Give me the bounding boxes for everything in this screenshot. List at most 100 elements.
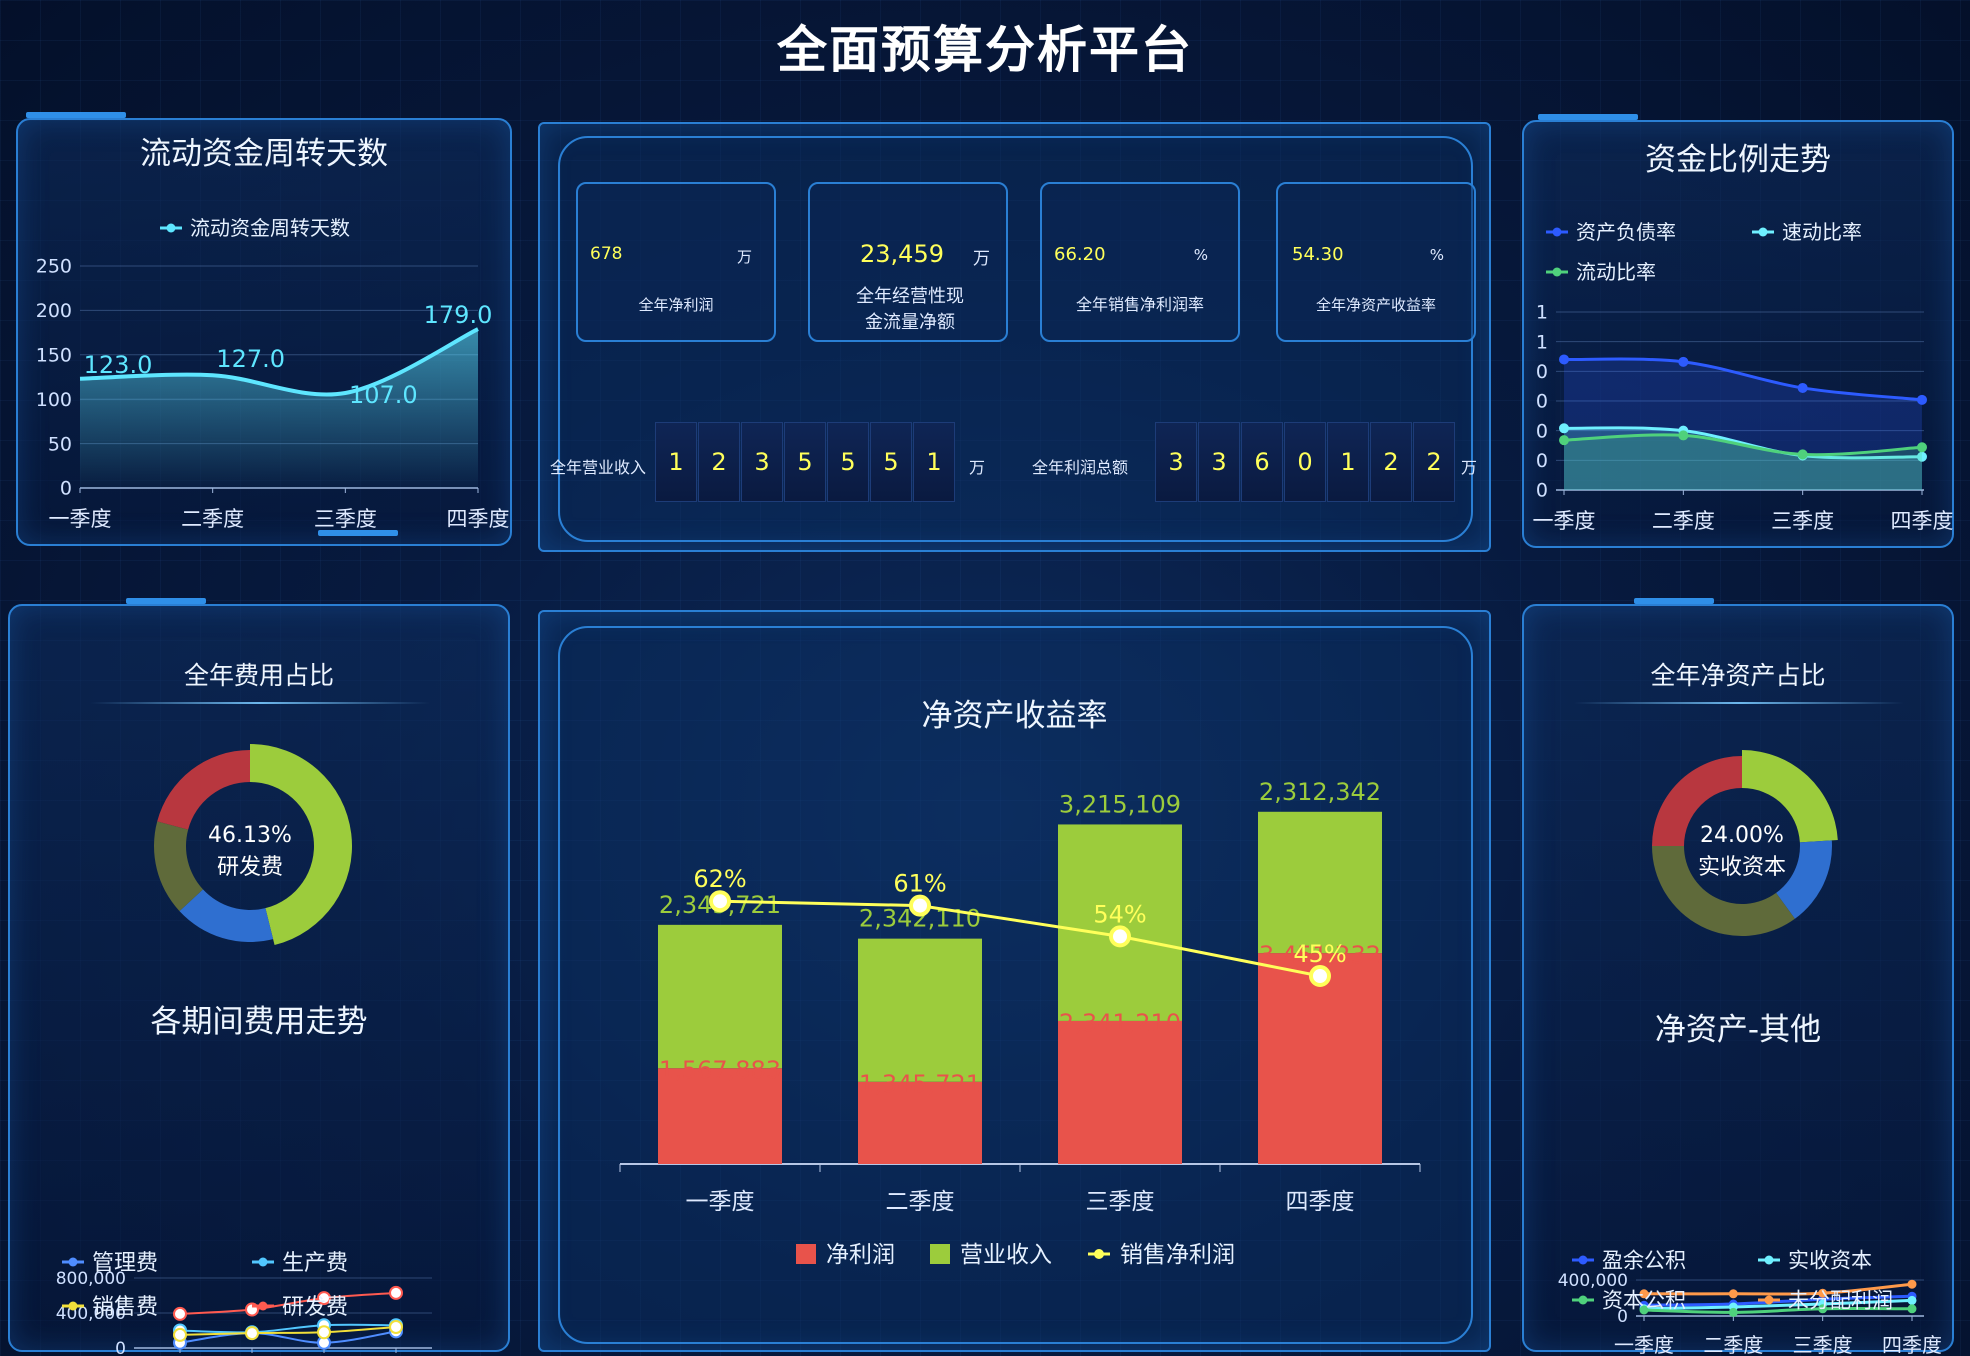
kpi-unit: % [1193, 246, 1208, 264]
kpi-value: 54.30 [1292, 244, 1344, 265]
series-area [80, 329, 478, 488]
legend-marker [1578, 1295, 1588, 1305]
digit-box: 6 [1241, 422, 1283, 502]
profit-total-unit: 万 [1461, 458, 1478, 477]
data-point [1907, 1304, 1917, 1314]
bar-label-net-profit: 3,451,232 [1259, 941, 1381, 969]
y-tick-label: 800,000 [56, 1269, 126, 1289]
revenue-total-label: 全年营业收入 [550, 458, 647, 477]
expense-trend-title: 各期间费用走势 [150, 1004, 368, 1040]
data-point [317, 1291, 331, 1306]
pie-slice [1742, 750, 1838, 843]
data-point [317, 1325, 331, 1340]
series-line-sales-margin [719, 899, 1321, 978]
data-point [1917, 394, 1927, 405]
x-tick-label: 四季度 [1891, 509, 1954, 533]
legend-label: 实收资本 [1788, 1249, 1872, 1273]
bar-net-profit [1258, 953, 1382, 1164]
legend-marker [258, 1301, 268, 1311]
y-tick-label: 150 [36, 344, 72, 366]
panel-decoration [126, 598, 206, 604]
y-tick-label: 200 [36, 300, 72, 322]
y-tick-label: 1 [1536, 302, 1548, 324]
y-tick-label: 400,000 [1558, 1271, 1628, 1291]
x-tick-label: 二季度 [181, 507, 244, 531]
data-point [389, 1285, 403, 1300]
y-tick-label: 0 [1536, 361, 1548, 383]
legend-label: 资本公积 [1602, 1289, 1686, 1313]
pie-slice [250, 744, 353, 945]
x-tick-label: 二季度 [1652, 509, 1715, 533]
data-point [1907, 1295, 1917, 1305]
data-point [389, 1320, 403, 1334]
kpi-card-net-profit: 678 万 全年净利润 [576, 182, 776, 342]
data-point [245, 1326, 259, 1341]
expense-panel: 全年费用占比 46.13% 研发费 各期间费用走势 800,000 400,000 0… [8, 598, 510, 1356]
series-area [1564, 434, 1922, 490]
y-tick-label: 250 [36, 256, 72, 278]
data-point [173, 1327, 187, 1342]
series-line [79, 327, 479, 397]
legend-label: 未分配利润 [1788, 1289, 1893, 1313]
legend-label: 生产费 [282, 1251, 348, 1276]
title-underline [1574, 702, 1904, 704]
kpi-label: 全年经营性现金流量净额 [856, 286, 964, 333]
legend-label: 销售费 [92, 1295, 158, 1320]
bar-label-revenue: 3,215,109 [1059, 790, 1181, 818]
digit-box: 5 [870, 422, 912, 502]
series-line [1643, 1282, 1913, 1296]
data-point [1728, 1289, 1738, 1299]
x-tick-label: 一季度 [1614, 1333, 1674, 1354]
legend-marker [68, 1257, 78, 1267]
data-point [1559, 423, 1569, 434]
digit-box: 2 [1370, 422, 1412, 502]
y-tick-label: 0 [1536, 450, 1548, 472]
data-point [1917, 442, 1927, 453]
ratio-panel: 资金比例走势 1 1 0 0 0 0 0 一季度 二季度 三季度 四季度 资产负债率 速动比率 流动比率 [1522, 114, 1954, 548]
kpi-label: 全年净资产收益率 [1315, 296, 1436, 314]
data-label: 179.0 [424, 301, 493, 329]
pie-center-label: 研发费 [217, 855, 283, 880]
data-point [1797, 382, 1808, 393]
series-line [1643, 1307, 1913, 1314]
digit-box: 1 [1327, 422, 1369, 502]
equity-panel: 全年净资产占比 24.00% 实收资本 净资产-其他 400,000 0 一季度 二季度… [1522, 598, 1954, 1354]
y-tick-label: 100 [36, 389, 72, 411]
bar-label-revenue: 2,312,342 [1259, 778, 1381, 806]
bar-net-profit [858, 1081, 982, 1164]
kpi-unit: 万 [973, 249, 990, 269]
series-line [1563, 357, 1923, 402]
y-tick-label: 50 [48, 433, 72, 455]
y-tick-label: 1 [1536, 331, 1548, 353]
pie-slice [157, 750, 250, 830]
turnover-chart: 250 200 150 100 50 0 一季度 二季度 三季度 四季度 123.0 127.0 107… [36, 216, 510, 531]
pie-slice [1652, 846, 1795, 936]
digit-box: 5 [784, 422, 826, 502]
data-point [1559, 435, 1569, 446]
y-tick-label: 0 [1617, 1307, 1628, 1327]
roe-panel: 净资产收益率 1,567,8832,345,721一季度1,345,7212,3… [538, 610, 1491, 1352]
legend-marker [1552, 227, 1562, 237]
equity-other-title: 净资产-其他 [1654, 1012, 1822, 1048]
series-area [1564, 427, 1922, 490]
legend-marker [1552, 267, 1562, 277]
legend-label: 销售净利润 [1120, 1242, 1235, 1268]
panel-decoration [1634, 598, 1714, 604]
kpi-value: 678 [590, 244, 623, 264]
kpi-label: 全年净利润 [638, 296, 714, 314]
data-point [1678, 430, 1689, 441]
kpi-value: 66.20 [1054, 244, 1106, 265]
kpi-card-roe: 54.30 % 全年净资产收益率 [1276, 182, 1476, 342]
legend-marker [1578, 1255, 1588, 1265]
y-tick-label: 0 [60, 478, 72, 500]
y-tick-label: 0 [115, 1339, 126, 1356]
legend-marker [1764, 1295, 1774, 1305]
bar-net-profit [658, 1068, 782, 1164]
page-title: 全面预算分析平台 [777, 21, 1193, 79]
series-line [1563, 433, 1923, 457]
profit-total-label: 全年利润总额 [1032, 458, 1129, 477]
x-tick-label: 三季度 [1793, 1333, 1853, 1354]
x-tick-label: 三季度 [314, 507, 377, 531]
